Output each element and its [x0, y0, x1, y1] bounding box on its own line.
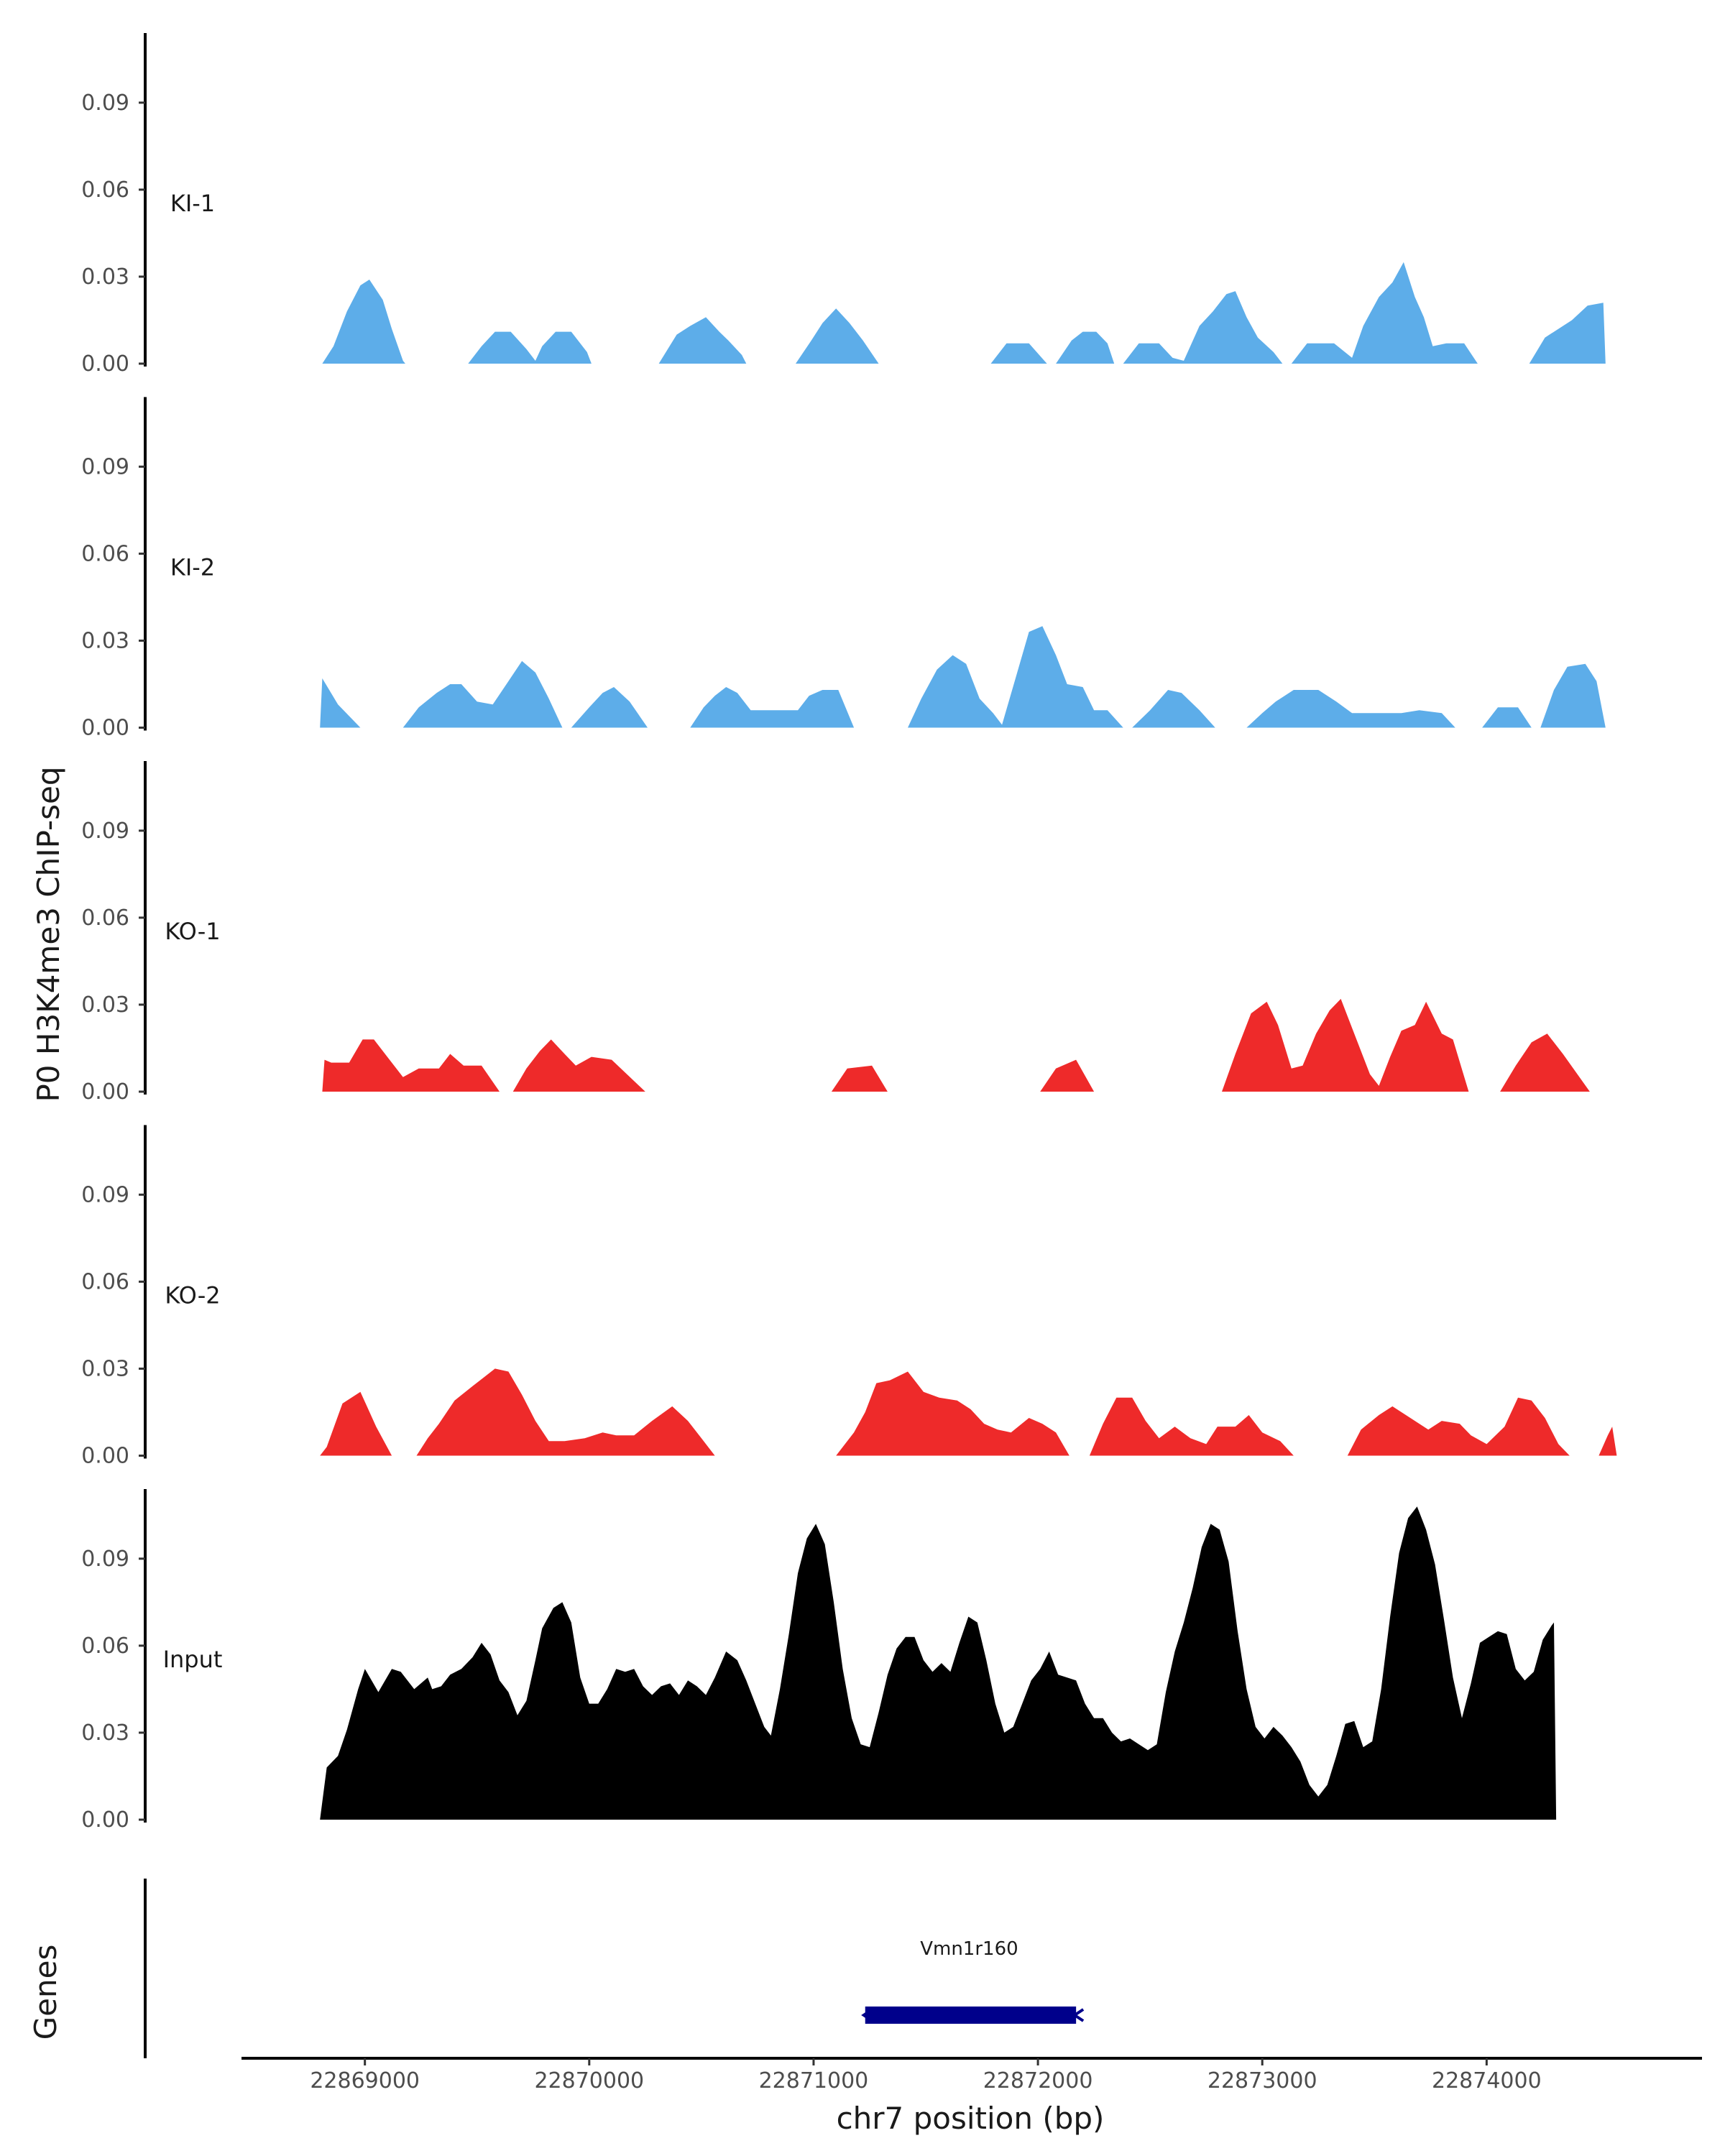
y-tick-label: 0.06 — [81, 178, 129, 203]
genes-panel: Genes Vmn1r160 — [28, 1879, 1085, 2058]
y-tick-label: 0.03 — [81, 264, 129, 290]
track-label: KI-2 — [170, 554, 215, 581]
y-tick-label: 0.09 — [81, 1547, 129, 1572]
y-axis-title: P0 H3K4me3 ChIP-seq — [31, 766, 66, 1102]
x-tick-label: 22874000 — [1432, 2068, 1542, 2093]
track-ko-2: 0.00 0.03 0.06 0.09 KO-2 — [81, 1125, 1617, 1469]
track-label: KI-1 — [170, 190, 215, 217]
signal-area-input — [320, 1506, 1557, 1820]
y-tick-label: 0.03 — [81, 628, 129, 653]
x-tick-label: 22869000 — [310, 2068, 420, 2093]
y-tick-label: 0.06 — [81, 1269, 129, 1294]
strand-arrow-left — [861, 2008, 873, 2022]
signal-area-ki-1 — [322, 262, 1606, 364]
track-ki-1: 0.00 0.03 0.06 0.09 KI-1 — [81, 33, 1606, 377]
y-tick-label: 0.03 — [81, 992, 129, 1018]
y-tick-label: 0.09 — [81, 454, 129, 479]
signal-area-ko-2 — [320, 1368, 1617, 1456]
x-ticks: 22869000 22870000 22871000 22872000 22873000… — [310, 2058, 1542, 2093]
track-label: Input — [163, 1646, 223, 1673]
track-ki-2: 0.00 0.03 0.06 0.09 KI-2 — [81, 397, 1606, 741]
x-tick-label: 22870000 — [534, 2068, 644, 2093]
track-input: 0.00 0.03 0.06 0.09 Input — [81, 1489, 1557, 1833]
y-tick-label: 0.00 — [81, 351, 129, 377]
gene-label: Vmn1r160 — [920, 1938, 1018, 1960]
genes: Vmn1r160 — [861, 1938, 1085, 2024]
y-tick-label: 0.03 — [81, 1356, 129, 1381]
y-tick-label: 0.00 — [81, 1079, 129, 1105]
track-label: KO-1 — [165, 918, 220, 945]
track-ko-1: 0.00 0.03 0.06 0.09 KO-1 — [81, 761, 1590, 1105]
gene-body — [865, 2007, 1077, 2024]
x-axis-title: chr7 position (bp) — [837, 2101, 1105, 2136]
x-tick-label: 22872000 — [983, 2068, 1093, 2093]
x-axis: 22869000 22870000 22871000 22872000 22873000… — [242, 2057, 1702, 2136]
y-tick-label: 0.00 — [81, 1444, 129, 1469]
y-tick-label: 0.06 — [81, 541, 129, 566]
y-tick-label: 0.03 — [81, 1720, 129, 1746]
track-label: KO-2 — [165, 1282, 220, 1309]
x-tick-label: 22871000 — [759, 2068, 869, 2093]
signal-area-ki-2 — [320, 626, 1606, 728]
gene-vmn1r160: Vmn1r160 — [861, 1938, 1085, 2024]
y-tick-label: 0.00 — [81, 1807, 129, 1833]
x-tick-label: 22873000 — [1208, 2068, 1317, 2093]
y-tick-label: 0.06 — [81, 1634, 129, 1659]
y-tick-label: 0.09 — [81, 91, 129, 116]
y-tick-label: 0.06 — [81, 906, 129, 931]
signal-area-ko-1 — [322, 998, 1590, 1092]
y-tick-label: 0.00 — [81, 716, 129, 741]
strand-arrow-right — [1072, 2008, 1085, 2022]
genes-title: Genes — [28, 1945, 63, 2040]
y-tick-label: 0.09 — [81, 1182, 129, 1207]
y-tick-label: 0.09 — [81, 819, 129, 844]
tracks: 0.00 0.03 0.06 0.09 KI-1 0.00 0.03 0.06 0.09 KI-2… — [81, 33, 1617, 1833]
